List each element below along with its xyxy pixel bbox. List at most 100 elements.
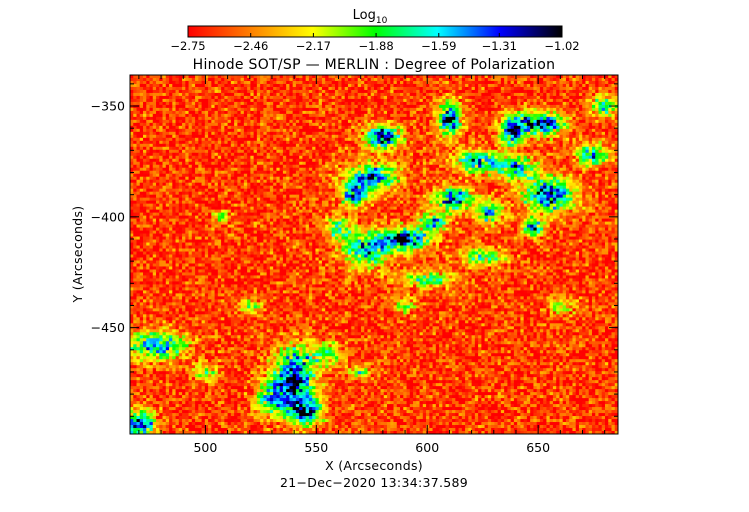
heatmap-cell [461, 140, 466, 145]
heatmap-cell [338, 95, 342, 100]
heatmap-cell [201, 98, 206, 103]
heatmap-cell [273, 146, 277, 151]
heatmap-cell [201, 128, 206, 133]
heatmap-cell [172, 140, 176, 145]
heatmap-cell [188, 104, 193, 109]
heatmap-cell [169, 125, 173, 130]
heatmap-cell [331, 134, 336, 139]
heatmap-cell [539, 83, 544, 88]
heatmap-cell [224, 83, 228, 88]
heatmap-cell [273, 83, 277, 88]
heatmap-cell [387, 107, 391, 112]
heatmap-cell [604, 113, 609, 118]
heatmap-cell [484, 113, 489, 118]
heatmap-cell [601, 128, 606, 133]
heatmap-cell [403, 143, 407, 148]
heatmap-cell [396, 167, 401, 172]
heatmap-cell [260, 80, 264, 85]
heatmap-cell [546, 140, 551, 145]
heatmap-cell [357, 134, 362, 139]
heatmap-cell [598, 119, 603, 124]
heatmap-cell [387, 137, 391, 142]
heatmap-cell [598, 92, 603, 97]
heatmap-cell [601, 155, 606, 160]
heatmap-cell [556, 137, 560, 142]
heatmap-cell [305, 155, 310, 160]
heatmap-cell [133, 80, 137, 85]
heatmap-cell [208, 170, 212, 175]
heatmap-cell [360, 77, 365, 82]
colorbar-tick-label: −1.31 [482, 39, 517, 53]
heatmap-cell [380, 107, 385, 112]
heatmap-cell [491, 107, 495, 112]
heatmap-cell [598, 140, 603, 145]
heatmap-cell [413, 167, 417, 172]
heatmap-cell [302, 113, 307, 118]
heatmap-cell [559, 101, 564, 106]
heatmap-cell [292, 125, 297, 130]
heatmap-cell [539, 95, 544, 100]
heatmap-cell [146, 116, 150, 121]
heatmap-cell [214, 83, 219, 88]
heatmap-cell [530, 107, 534, 112]
heatmap-cell [471, 131, 476, 136]
heatmap-cell [380, 128, 385, 133]
heatmap-cell [156, 92, 160, 97]
heatmap-cell [185, 158, 189, 163]
heatmap-cell [383, 83, 388, 88]
heatmap-cell [533, 158, 538, 163]
heatmap-cell [175, 89, 180, 94]
heatmap-cell [152, 104, 157, 109]
heatmap-cell [601, 116, 606, 121]
heatmap-cell [478, 125, 482, 130]
heatmap-cell [409, 116, 414, 121]
heatmap-cell [156, 146, 160, 151]
heatmap-cell [338, 128, 342, 133]
heatmap-cell [338, 140, 342, 145]
heatmap-cell [250, 131, 255, 136]
heatmap-cell [543, 110, 547, 115]
heatmap-cell [500, 75, 505, 79]
heatmap-cell [367, 131, 372, 136]
heatmap-cell [478, 164, 482, 169]
heatmap-cell [374, 75, 378, 79]
heatmap-cell [406, 77, 411, 82]
heatmap-cell [250, 140, 255, 145]
heatmap-cell [569, 125, 573, 130]
heatmap-cell [487, 161, 492, 166]
heatmap-cell [452, 92, 456, 97]
heatmap-cell [253, 131, 258, 136]
heatmap-cell [354, 113, 359, 118]
heatmap-cell [302, 77, 307, 82]
heatmap-cell [201, 146, 206, 151]
heatmap-cell [582, 167, 586, 172]
heatmap-cell [250, 122, 255, 127]
heatmap-cell [400, 107, 404, 112]
heatmap-cell [273, 131, 277, 136]
heatmap-cell [224, 170, 228, 175]
heatmap-cell [178, 75, 183, 79]
heatmap-cell [400, 98, 404, 103]
heatmap-cell [458, 98, 463, 103]
heatmap-cell [572, 125, 577, 130]
heatmap-cell [461, 95, 466, 100]
heatmap-cell [341, 164, 346, 169]
heatmap-cell [344, 170, 349, 175]
heatmap-cell [452, 167, 456, 172]
heatmap-cell [250, 89, 255, 94]
heatmap-cell [237, 143, 242, 148]
heatmap-cell [591, 119, 596, 124]
heatmap-cell [256, 161, 261, 166]
heatmap-cell [289, 92, 294, 97]
heatmap-cell [276, 167, 281, 172]
heatmap-cell [139, 110, 144, 115]
heatmap-cell [432, 161, 437, 166]
heatmap-cell [569, 143, 573, 148]
heatmap-cell [279, 122, 284, 127]
heatmap-cell [396, 110, 401, 115]
heatmap-cell [143, 161, 147, 166]
heatmap-cell [575, 116, 580, 121]
heatmap-cell [614, 155, 618, 160]
heatmap-cell [549, 140, 554, 145]
heatmap-cell [578, 110, 583, 115]
